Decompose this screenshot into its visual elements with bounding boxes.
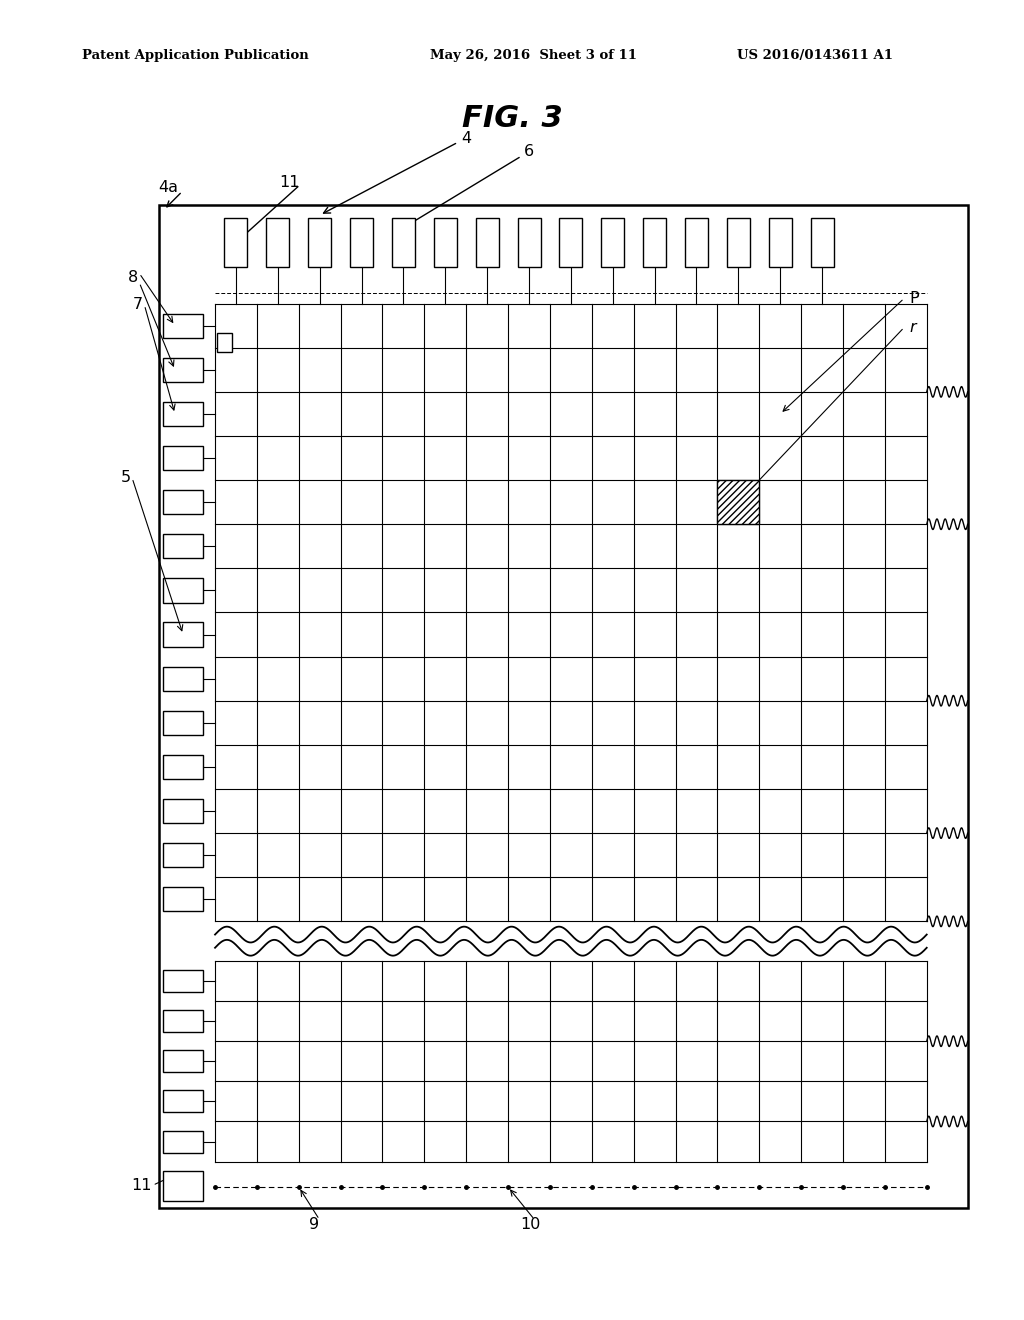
Text: FIG. 3: FIG. 3 [462,104,562,133]
Bar [163,1090,204,1113]
Bar [163,1010,204,1032]
Bar [163,970,204,993]
Text: 4: 4 [324,131,471,213]
Bar [769,218,792,267]
Bar [224,218,248,267]
Text: 5: 5 [121,470,131,486]
Text: May 26, 2016  Sheet 3 of 11: May 26, 2016 Sheet 3 of 11 [430,49,637,62]
Bar [163,446,204,470]
Bar [392,218,415,267]
Bar [163,1171,204,1201]
Bar [163,887,204,911]
Text: 6: 6 [408,144,535,226]
Text: r: r [909,319,915,335]
Bar [163,401,204,426]
Bar [266,218,290,267]
Bar [163,490,204,515]
Text: 11: 11 [131,1177,152,1193]
Text: 4a: 4a [159,180,179,195]
Bar [811,218,834,267]
Bar [643,218,667,267]
Bar [517,218,541,267]
Bar [475,218,499,267]
Bar [163,314,204,338]
Bar [718,480,759,524]
Bar [163,578,204,602]
Bar [163,799,204,824]
Bar [163,1051,204,1072]
Text: 7: 7 [133,297,143,313]
Bar [685,218,708,267]
Bar [163,667,204,690]
Bar [434,218,457,267]
Text: 10: 10 [520,1217,541,1233]
Text: 9: 9 [309,1217,319,1233]
Text: US 2016/0143611 A1: US 2016/0143611 A1 [737,49,893,62]
Bar [350,218,373,267]
Text: 11: 11 [280,174,300,190]
Bar [601,218,625,267]
Bar [159,205,968,1208]
Bar [163,710,204,735]
Bar [163,623,204,647]
Bar [559,218,583,267]
Bar [163,843,204,867]
Text: Patent Application Publication: Patent Application Publication [82,49,308,62]
Bar [308,218,331,267]
Bar [727,218,750,267]
Bar [163,535,204,558]
Bar [217,333,231,352]
Bar [163,1130,204,1152]
Text: P: P [909,290,919,306]
Bar [163,358,204,381]
Bar [163,755,204,779]
Text: 8: 8 [128,269,138,285]
